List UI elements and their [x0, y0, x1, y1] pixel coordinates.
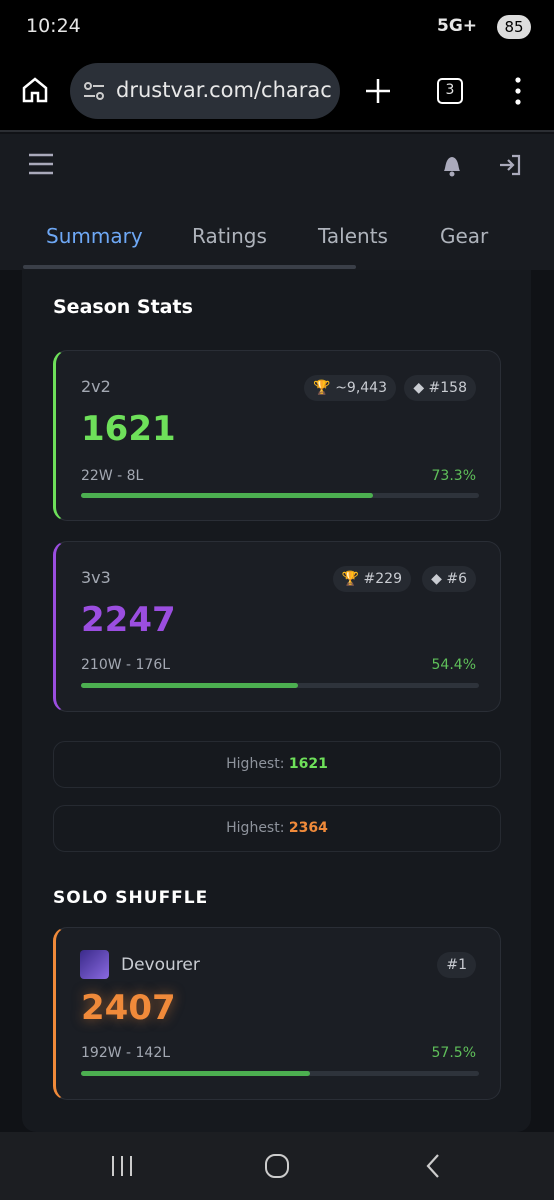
menu[interactable]	[513, 76, 523, 106]
badge: 🏆 ~9,443	[304, 375, 396, 401]
back[interactable]	[423, 1152, 443, 1180]
bracket-name: 3v3	[81, 568, 111, 587]
new-tab[interactable]	[363, 76, 393, 106]
spec-name: Devourer	[121, 955, 200, 975]
section-title: Season Stats	[53, 296, 193, 318]
record: 192W - 142L	[81, 1045, 171, 1061]
progress-fill	[81, 1071, 310, 1076]
app-header	[0, 134, 554, 270]
progress-track	[81, 683, 479, 688]
record: 210W - 176L	[81, 657, 171, 673]
win-rate: 54.4%	[431, 657, 476, 673]
progress-fill	[81, 683, 298, 688]
tab[interactable]: Ratings	[192, 224, 267, 248]
status-bar: 10:24 5G+ 85	[0, 0, 554, 55]
highest-row: Highest: 1621	[53, 741, 501, 788]
highest-value: 2364	[288, 820, 328, 836]
nav-bar	[0, 1132, 554, 1200]
section-title: SOLO SHUFFLE	[53, 888, 209, 908]
bracket-name: 2v2	[81, 377, 111, 396]
win-rate: 73.3%	[431, 468, 476, 484]
highest-value: 1621	[288, 756, 328, 772]
rating: 1621	[81, 409, 176, 449]
site-settings-icon	[84, 82, 104, 100]
home[interactable]	[263, 1152, 291, 1180]
url: drustvar.com/charac	[116, 78, 332, 102]
bracket-card: 3v3 🏆 #229 ◆ #6 2247 210W - 176L 54.4%	[53, 541, 501, 712]
badge-text: ~9,443	[335, 380, 387, 396]
home-icon[interactable]	[20, 75, 50, 105]
login[interactable]	[498, 153, 522, 177]
badge-text: #229	[363, 571, 402, 587]
tab-count[interactable]: 3	[437, 78, 463, 104]
highest-row: Highest: 2364	[53, 805, 501, 852]
rating: 2247	[81, 600, 176, 640]
progress-track	[81, 493, 479, 498]
time: 10:24	[26, 15, 81, 37]
notifications[interactable]	[440, 152, 464, 178]
win-rate: 57.5%	[431, 1045, 476, 1061]
shuffle-card: Devourer #1 2407 192W - 142L 57.5%	[53, 927, 501, 1100]
browser-bar: drustvar.com/charac 3	[0, 55, 554, 132]
badge: 🏆 #229	[332, 566, 411, 592]
progress-fill	[81, 493, 373, 498]
badge: ◆ #158	[404, 375, 476, 401]
badge: ◆ #6	[422, 566, 476, 592]
url-bar[interactable]: drustvar.com/charac	[70, 63, 340, 119]
highest-label: Highest:	[226, 756, 285, 772]
rating: 2407	[81, 988, 176, 1028]
record: 22W - 8L	[81, 468, 144, 484]
spec-icon	[80, 950, 109, 979]
badge-text: #158	[428, 380, 467, 396]
highest-label: Highest:	[226, 820, 285, 836]
battery: 85	[497, 15, 531, 39]
recents[interactable]	[109, 1153, 135, 1179]
network: 5G+	[437, 16, 478, 36]
tab[interactable]: Gear	[440, 224, 489, 248]
tab[interactable]: Summary	[46, 224, 143, 248]
bracket-card: 2v2 🏆 ~9,443 ◆ #158 1621 22W - 8L 73.3%	[53, 350, 501, 521]
progress-track	[81, 1071, 479, 1076]
hamburger[interactable]	[28, 153, 54, 175]
tab-indicator	[23, 265, 356, 269]
tab[interactable]: Talents	[318, 224, 388, 248]
badge-text: #6	[446, 571, 467, 587]
rank-badge: #1	[437, 952, 476, 978]
